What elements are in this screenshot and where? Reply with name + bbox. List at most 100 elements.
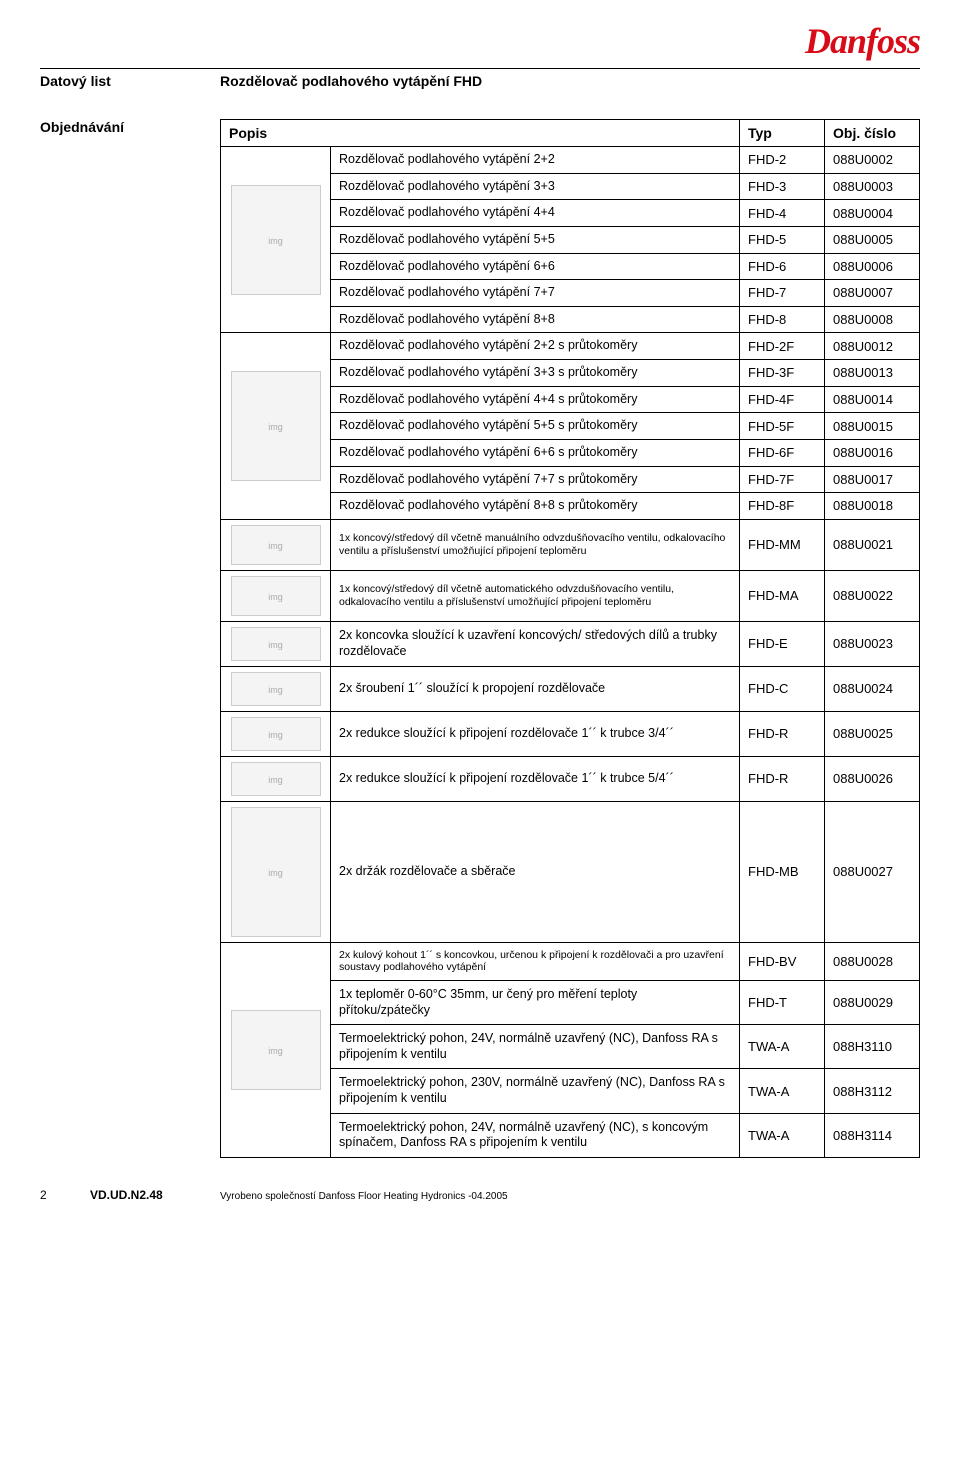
table-header-row: Popis Typ Obj. číslo <box>221 120 920 147</box>
table-row: img1x koncový/středový díl včetně manuál… <box>221 519 920 570</box>
product-image-placeholder: img <box>231 576 321 616</box>
product-order-no: 088U0018 <box>825 493 920 520</box>
doc-id: VD.UD.N2.48 <box>90 1188 220 1202</box>
product-description: Rozdělovač podlahového vytápění 5+5 s pr… <box>331 413 740 440</box>
product-type: FHD-MA <box>740 570 825 621</box>
product-image-cell: img <box>221 756 331 801</box>
table-row: imgRozdělovač podlahového vytápění 2+2 s… <box>221 333 920 360</box>
product-type: TWA-A <box>740 1025 825 1069</box>
product-order-no: 088U0006 <box>825 253 920 280</box>
product-description: 1x koncový/středový díl včetně manuálníh… <box>331 519 740 570</box>
product-image-placeholder: img <box>231 807 321 937</box>
product-description: 2x šroubení 1´´ sloužící k propojení roz… <box>331 666 740 711</box>
product-order-no: 088U0002 <box>825 147 920 174</box>
product-type: FHD-3F <box>740 360 825 387</box>
product-order-no: 088U0017 <box>825 466 920 493</box>
th-popis: Popis <box>221 120 740 147</box>
product-description: Termoelektrický pohon, 230V, normálně uz… <box>331 1069 740 1113</box>
product-type: FHD-6F <box>740 439 825 466</box>
product-image-cell: img <box>221 570 331 621</box>
table-row: img2x redukce sloužící k připojení rozdě… <box>221 711 920 756</box>
product-description: 2x kulový kohout 1´´ s koncovkou, určeno… <box>331 942 740 980</box>
footer-note: Vyrobeno společností Danfoss Floor Heati… <box>220 1191 508 1202</box>
product-description: Rozdělovač podlahového vytápění 4+4 s pr… <box>331 386 740 413</box>
product-order-no: 088H3110 <box>825 1025 920 1069</box>
product-description: Termoelektrický pohon, 24V, normálně uza… <box>331 1025 740 1069</box>
footer: 2 VD.UD.N2.48 Vyrobeno společností Danfo… <box>40 1188 920 1202</box>
product-description: 2x držák rozdělovače a sběrače <box>331 801 740 942</box>
brand-logo: Danfoss <box>805 20 920 62</box>
product-order-no: 088U0012 <box>825 333 920 360</box>
product-image-cell: img <box>221 147 331 333</box>
product-description: Rozdělovač podlahového vytápění 2+2 s pr… <box>331 333 740 360</box>
product-description: Rozdělovač podlahového vytápění 7+7 s pr… <box>331 466 740 493</box>
th-obj: Obj. číslo <box>825 120 920 147</box>
product-type: TWA-A <box>740 1113 825 1157</box>
product-type: FHD-6 <box>740 253 825 280</box>
product-description: Rozdělovač podlahového vytápění 3+3 s pr… <box>331 360 740 387</box>
product-image-cell: img <box>221 621 331 666</box>
product-image-placeholder: img <box>231 762 321 796</box>
product-order-no: 088U0016 <box>825 439 920 466</box>
product-description: 1x koncový/středový díl včetně automatic… <box>331 570 740 621</box>
product-order-no: 088U0013 <box>825 360 920 387</box>
table-row: img2x šroubení 1´´ sloužící k propojení … <box>221 666 920 711</box>
section-label: Objednávání <box>40 119 220 135</box>
product-type: FHD-7F <box>740 466 825 493</box>
table-row: img1x koncový/středový díl včetně automa… <box>221 570 920 621</box>
side-column: Objednávání <box>40 119 220 1158</box>
product-image-cell: img <box>221 666 331 711</box>
product-image-cell: img <box>221 711 331 756</box>
product-description: Rozdělovač podlahového vytápění 6+6 <box>331 253 740 280</box>
product-order-no: 088U0027 <box>825 801 920 942</box>
product-description: Rozdělovač podlahového vytápění 2+2 <box>331 147 740 174</box>
product-type: FHD-E <box>740 621 825 666</box>
product-type: FHD-2F <box>740 333 825 360</box>
product-type: FHD-R <box>740 756 825 801</box>
product-image-placeholder: img <box>231 1010 321 1090</box>
product-type: FHD-BV <box>740 942 825 980</box>
products-table: Popis Typ Obj. číslo imgRozdělovač podla… <box>220 119 920 1158</box>
product-description: Rozdělovač podlahového vytápění 6+6 s pr… <box>331 439 740 466</box>
product-type: FHD-C <box>740 666 825 711</box>
logo-area: Danfoss <box>40 20 920 62</box>
product-type: FHD-R <box>740 711 825 756</box>
product-description: 1x teploměr 0-60°C 35mm, ur čený pro měř… <box>331 980 740 1024</box>
product-order-no: 088U0008 <box>825 306 920 333</box>
product-image-placeholder: img <box>231 185 321 295</box>
product-image-cell: img <box>221 801 331 942</box>
product-description: Rozdělovač podlahového vytápění 3+3 <box>331 173 740 200</box>
table-row: img2x redukce sloužící k připojení rozdě… <box>221 756 920 801</box>
product-image-cell: img <box>221 519 331 570</box>
header-line: Datový list Rozdělovač podlahového vytáp… <box>40 73 920 89</box>
page: Danfoss Datový list Rozdělovač podlahové… <box>0 0 960 1217</box>
product-type: FHD-MB <box>740 801 825 942</box>
product-order-no: 088U0014 <box>825 386 920 413</box>
product-order-no: 088U0024 <box>825 666 920 711</box>
product-type: FHD-2 <box>740 147 825 174</box>
product-type: FHD-5F <box>740 413 825 440</box>
product-description: Rozdělovač podlahového vytápění 7+7 <box>331 280 740 307</box>
th-typ: Typ <box>740 120 825 147</box>
doc-type-label: Datový list <box>40 73 220 89</box>
doc-title: Rozdělovač podlahového vytápění FHD <box>220 73 482 89</box>
product-order-no: 088U0026 <box>825 756 920 801</box>
table-row: img2x držák rozdělovače a sběračeFHD-MB0… <box>221 801 920 942</box>
product-order-no: 088U0023 <box>825 621 920 666</box>
product-order-no: 088U0028 <box>825 942 920 980</box>
table-row: img2x koncovka sloužící k uzavření konco… <box>221 621 920 666</box>
product-type: FHD-7 <box>740 280 825 307</box>
product-image-cell: img <box>221 942 331 1157</box>
table-body: imgRozdělovač podlahového vytápění 2+2FH… <box>221 147 920 1158</box>
product-image-placeholder: img <box>231 525 321 565</box>
product-order-no: 088U0003 <box>825 173 920 200</box>
product-order-no: 088U0004 <box>825 200 920 227</box>
product-type: FHD-8F <box>740 493 825 520</box>
product-order-no: 088U0029 <box>825 980 920 1024</box>
product-description: Rozdělovač podlahového vytápění 4+4 <box>331 200 740 227</box>
product-image-placeholder: img <box>231 371 321 481</box>
header-rule <box>40 68 920 69</box>
table-row: imgRozdělovač podlahového vytápění 2+2FH… <box>221 147 920 174</box>
product-type: FHD-MM <box>740 519 825 570</box>
product-type: FHD-8 <box>740 306 825 333</box>
